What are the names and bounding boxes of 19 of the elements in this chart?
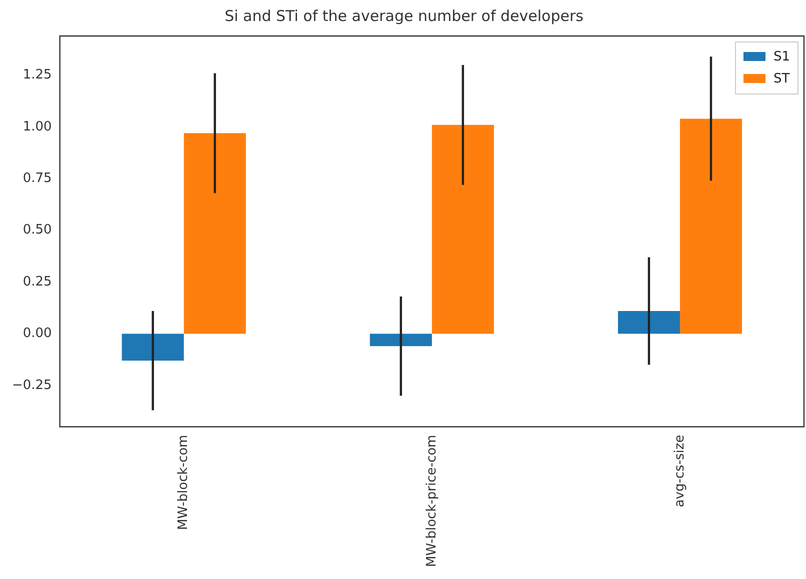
bar [122, 334, 184, 361]
bar [680, 118, 742, 334]
chart-title: Si and STi of the average number of developers [224, 6, 584, 25]
y-tick-label: 1.25 [22, 68, 52, 83]
y-tick-label: 0.75 [22, 171, 52, 186]
bar [432, 124, 494, 334]
y-tick-label: −0.25 [12, 378, 52, 393]
x-tick-label: MW-block-com [176, 434, 192, 530]
bar [184, 133, 246, 334]
y-tick-label: 0.25 [22, 274, 52, 290]
y-tick-label: 0.00 [22, 326, 52, 342]
x-tick-label: MW-block-price-com [424, 434, 440, 568]
y-tick-label: 1.00 [22, 119, 52, 134]
legend-label: S1 [773, 49, 790, 64]
y-tick-label: 0.50 [22, 222, 52, 238]
bar [618, 310, 680, 334]
legend-label: ST [773, 71, 790, 86]
x-tick-label: avg-cs-size [672, 434, 688, 508]
bar [370, 334, 432, 346]
